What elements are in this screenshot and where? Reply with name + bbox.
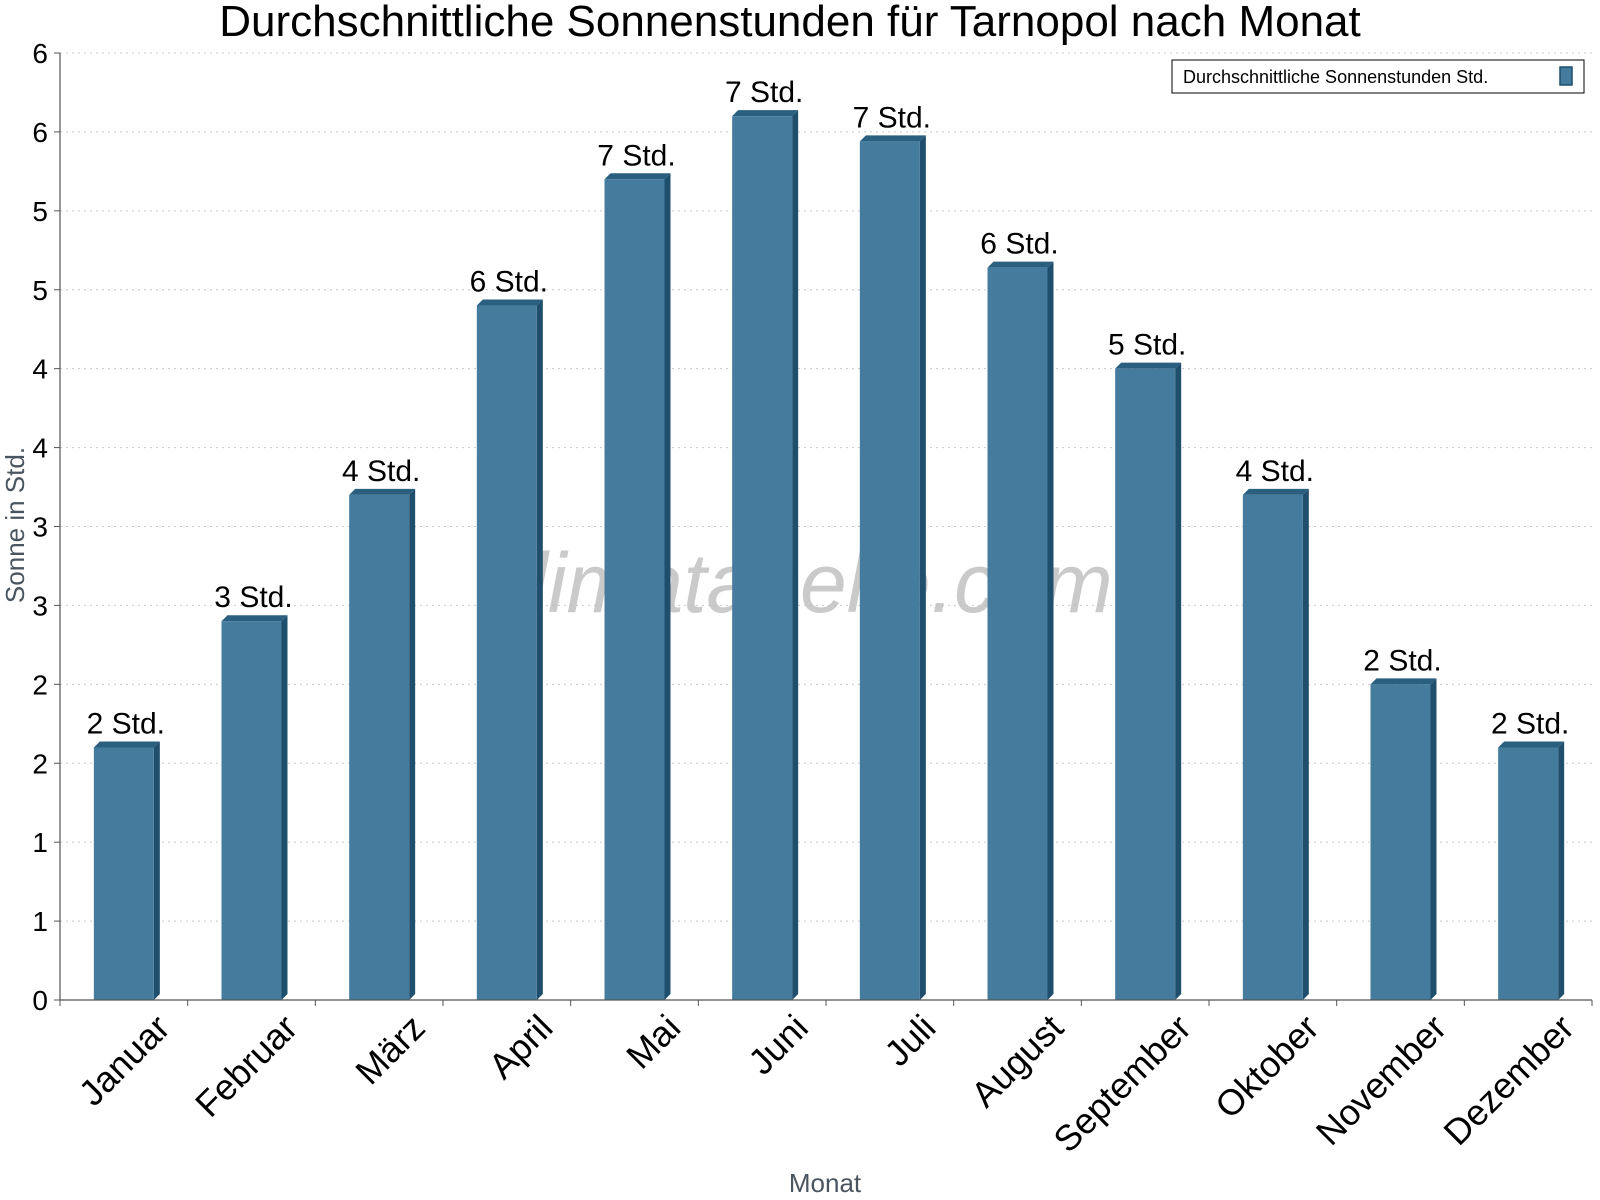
axes-group <box>54 52 1593 1006</box>
data-label-4: 7 Std. <box>597 139 675 172</box>
y-tick-label-12: 6 <box>32 38 48 69</box>
bar-top-2 <box>349 488 416 495</box>
x-tick-label-5: Juni <box>740 1007 816 1083</box>
bar-4 <box>604 179 665 1000</box>
bar-side-8 <box>1175 362 1182 1001</box>
bar-0 <box>93 747 154 1000</box>
data-labels: 2 Std. 3 Std. 4 Std. 6 Std. 7 Std. 7 Std. 7 St… <box>87 76 1570 740</box>
y-tick-label-1: 1 <box>32 906 48 937</box>
bar-top-7 <box>987 261 1054 268</box>
bar-side-2 <box>409 488 416 1000</box>
legend: Durchschnittliche Sonnenstunden Std. <box>1171 59 1585 94</box>
bar-side-5 <box>792 110 799 1001</box>
data-label-3: 6 Std. <box>470 266 548 299</box>
y-axis-label: Sonne in Std. <box>0 447 30 603</box>
bar-2 <box>349 494 410 1000</box>
x-tick-label-3: April <box>481 1007 561 1087</box>
bar-6 <box>859 141 920 1001</box>
bar-1 <box>221 621 282 1000</box>
data-label-9: 4 Std. <box>1236 455 1314 488</box>
bar-side-6 <box>919 135 926 1001</box>
x-tick-label-10: November <box>1308 1007 1454 1153</box>
grid-lines <box>60 52 1592 922</box>
bar-top-4 <box>604 173 671 180</box>
bar-top-6 <box>859 135 926 142</box>
bar-side-3 <box>536 299 543 1000</box>
y-tick-label-0: 0 <box>32 985 48 1016</box>
bar-top-5 <box>732 110 799 117</box>
bar-top-1 <box>221 615 288 622</box>
x-tick-label-1: Februar <box>187 1007 305 1125</box>
x-tick-label-0: Januar <box>71 1007 178 1114</box>
data-label-5: 7 Std. <box>725 76 803 109</box>
x-tick-label-11: Dezember <box>1435 1007 1581 1153</box>
data-label-1: 3 Std. <box>214 581 292 614</box>
y-tick-labels: 0 1 1 2 2 3 3 4 4 5 5 6 6 <box>32 38 48 1016</box>
x-axis-label: Monat <box>789 1168 862 1198</box>
x-tick-label-8: September <box>1045 1007 1199 1161</box>
y-tick-label-3: 2 <box>32 748 48 779</box>
bar-top-11 <box>1498 741 1565 748</box>
y-tick-label-4: 2 <box>32 669 48 700</box>
bar-10 <box>1370 684 1431 1000</box>
bar-side-1 <box>281 615 288 1000</box>
y-tick-label-8: 4 <box>32 354 48 385</box>
data-label-0: 2 Std. <box>87 707 165 740</box>
bar-side-9 <box>1302 488 1309 1000</box>
bar-9 <box>1242 494 1303 1000</box>
bar-top-3 <box>476 299 543 306</box>
legend-box <box>1171 59 1585 94</box>
x-tick-label-7: August <box>963 1007 1071 1115</box>
bar-side-11 <box>1558 741 1565 1000</box>
y-tick-label-7: 4 <box>32 433 48 464</box>
data-label-2: 4 Std. <box>342 455 420 488</box>
bar-side-0 <box>153 741 160 1000</box>
bar-side-10 <box>1430 678 1437 1000</box>
chart-title: Durchschnittliche Sonnenstunden für Tarn… <box>219 0 1360 46</box>
x-tick-label-9: Oktober <box>1207 1007 1327 1127</box>
bar-side-7 <box>1047 261 1054 1000</box>
y-tick-label-11: 6 <box>32 117 48 148</box>
data-label-8: 5 Std. <box>1108 329 1186 362</box>
bars-group <box>93 110 1565 1001</box>
legend-label: Durchschnittliche Sonnenstunden Std. <box>1183 67 1488 87</box>
data-label-11: 2 Std. <box>1491 707 1569 740</box>
bar-top-10 <box>1370 678 1437 685</box>
bar-7 <box>987 267 1048 1000</box>
bar-side-4 <box>664 173 671 1000</box>
bar-5 <box>732 116 793 1001</box>
data-label-10: 2 Std. <box>1363 644 1441 677</box>
data-label-7: 6 Std. <box>980 228 1058 261</box>
x-tick-label-2: März <box>347 1007 433 1093</box>
x-tick-label-4: Mai <box>618 1007 688 1077</box>
bar-11 <box>1498 747 1559 1000</box>
y-tick-label-2: 1 <box>32 827 48 858</box>
legend-swatch <box>1559 66 1573 86</box>
bar-top-9 <box>1242 488 1309 495</box>
x-tick-label-6: Juli <box>876 1007 943 1074</box>
x-tick-labels: Januar Februar März April Mai Juni Juli AugustS… <box>71 1007 1582 1161</box>
y-tick-label-5: 3 <box>32 590 48 621</box>
y-tick-label-9: 5 <box>32 275 48 306</box>
y-tick-label-10: 5 <box>32 196 48 227</box>
bar-8 <box>1115 368 1176 1001</box>
bar-top-0 <box>93 741 160 748</box>
bar-top-8 <box>1115 362 1182 369</box>
y-tick-label-6: 3 <box>32 512 48 543</box>
data-label-6: 7 Std. <box>853 101 931 134</box>
bar-3 <box>476 305 537 1000</box>
